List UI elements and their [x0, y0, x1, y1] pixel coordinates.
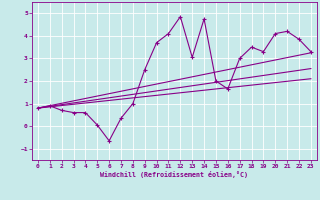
X-axis label: Windchill (Refroidissement éolien,°C): Windchill (Refroidissement éolien,°C)	[100, 171, 248, 178]
